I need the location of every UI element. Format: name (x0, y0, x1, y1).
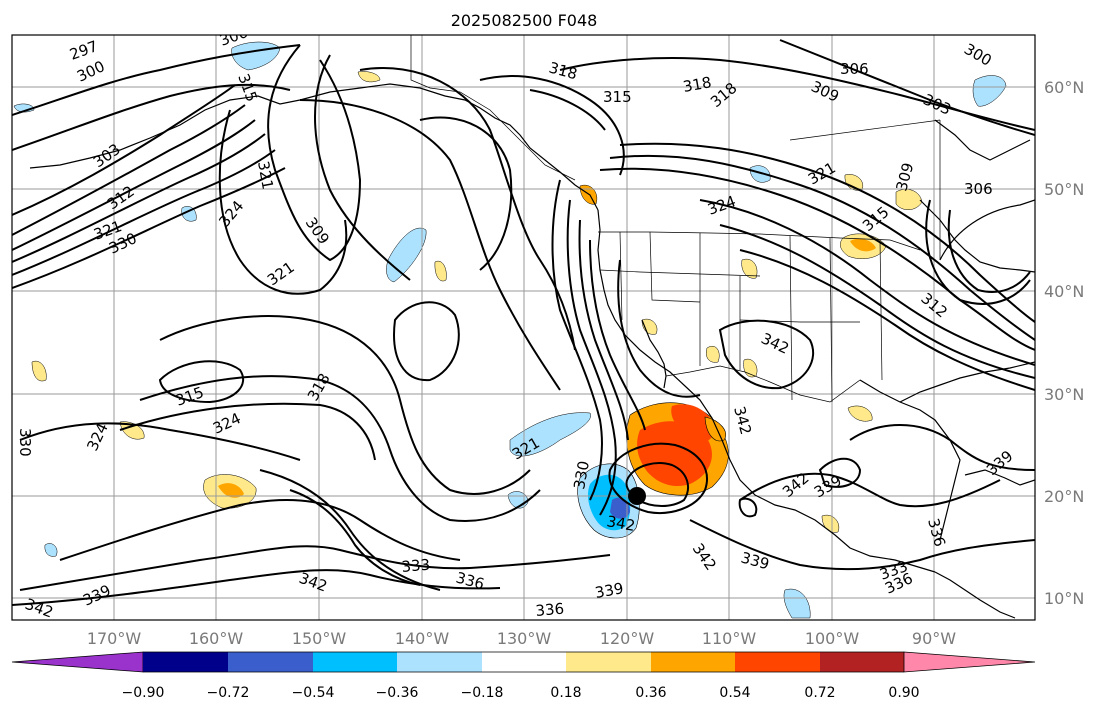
lat-tick-label: 60°N (1044, 78, 1084, 97)
contour-label: 330 (570, 459, 593, 490)
contour-label: 339 (594, 579, 625, 602)
contour-label: 321 (254, 160, 277, 191)
contour-label: 333 (401, 556, 431, 576)
latitude-axis: 60°N 50°N 40°N 30°N 20°N 10°N (1044, 78, 1084, 608)
borders (410, 35, 941, 403)
colorbar-segment (651, 652, 735, 672)
lat-tick-label: 50°N (1044, 180, 1084, 199)
lat-tick-label: 30°N (1044, 385, 1084, 404)
lon-tick-label: 170°W (87, 629, 142, 648)
colorbar-extend-high (903, 651, 1036, 673)
colorbar-segment (566, 652, 651, 672)
map-title: 2025082500 F048 (451, 11, 598, 30)
gridlines (12, 35, 1035, 620)
colorbar-segment (313, 652, 397, 672)
lon-tick-label: 160°W (189, 629, 244, 648)
colorbar-tick-label: 0.90 (888, 685, 919, 701)
lon-tick-label: 100°W (805, 629, 860, 648)
colorbar-segment (228, 652, 313, 672)
contour-label: 318 (682, 73, 713, 96)
contour-label: 315 (603, 88, 632, 106)
lon-tick-label: 150°W (292, 629, 347, 648)
contour-label: 306 (964, 180, 993, 198)
lon-tick-label: 140°W (395, 629, 450, 648)
colorbar-tick-label: −0.18 (461, 685, 504, 701)
colorbar-tick-label: 0.36 (635, 685, 666, 701)
colorbar-segment (397, 652, 482, 672)
colorbar-tick-label: 0.18 (550, 685, 581, 701)
lon-tick-label: 90°W (912, 629, 956, 648)
colorbar-tick-label: −0.36 (376, 685, 419, 701)
colorbar-segment (482, 652, 566, 672)
colorbar-extend-low (11, 651, 144, 673)
colorbar-segment (143, 652, 228, 672)
contour-label: 330 (16, 428, 34, 457)
colorbar-tick-label: −0.54 (292, 685, 335, 701)
lat-tick-label: 10°N (1044, 589, 1084, 608)
lat-tick-label: 20°N (1044, 487, 1084, 506)
lon-tick-label: 120°W (600, 629, 655, 648)
storm-center-marker (628, 487, 646, 505)
lon-tick-label: 130°W (497, 629, 552, 648)
colorbar-tick-label: 0.54 (719, 685, 750, 701)
map-panel: 297 300 306 315 318 315 318 318 309 306 … (12, 35, 1035, 620)
contour-lines (12, 39, 1035, 606)
colorbar-segment (735, 652, 820, 672)
contour-label: 336 (535, 600, 565, 620)
colorbar-tick-label: −0.72 (207, 685, 250, 701)
colorbar-tick-label: −0.90 (122, 685, 165, 701)
lat-tick-label: 40°N (1044, 282, 1084, 301)
colorbar-segment (820, 652, 904, 672)
colorbar-tick-label: 0.72 (804, 685, 835, 701)
contour-label: 306 (840, 60, 869, 78)
lon-tick-label: 110°W (702, 629, 757, 648)
map-frame (11, 34, 1036, 621)
colorbar: −0.90 −0.72 −0.54 −0.36 −0.18 0.18 0.36 … (11, 651, 1036, 701)
longitude-axis: 170°W 160°W 150°W 140°W 130°W 120°W 110°… (87, 629, 956, 648)
contour-label: 342 (605, 512, 636, 535)
